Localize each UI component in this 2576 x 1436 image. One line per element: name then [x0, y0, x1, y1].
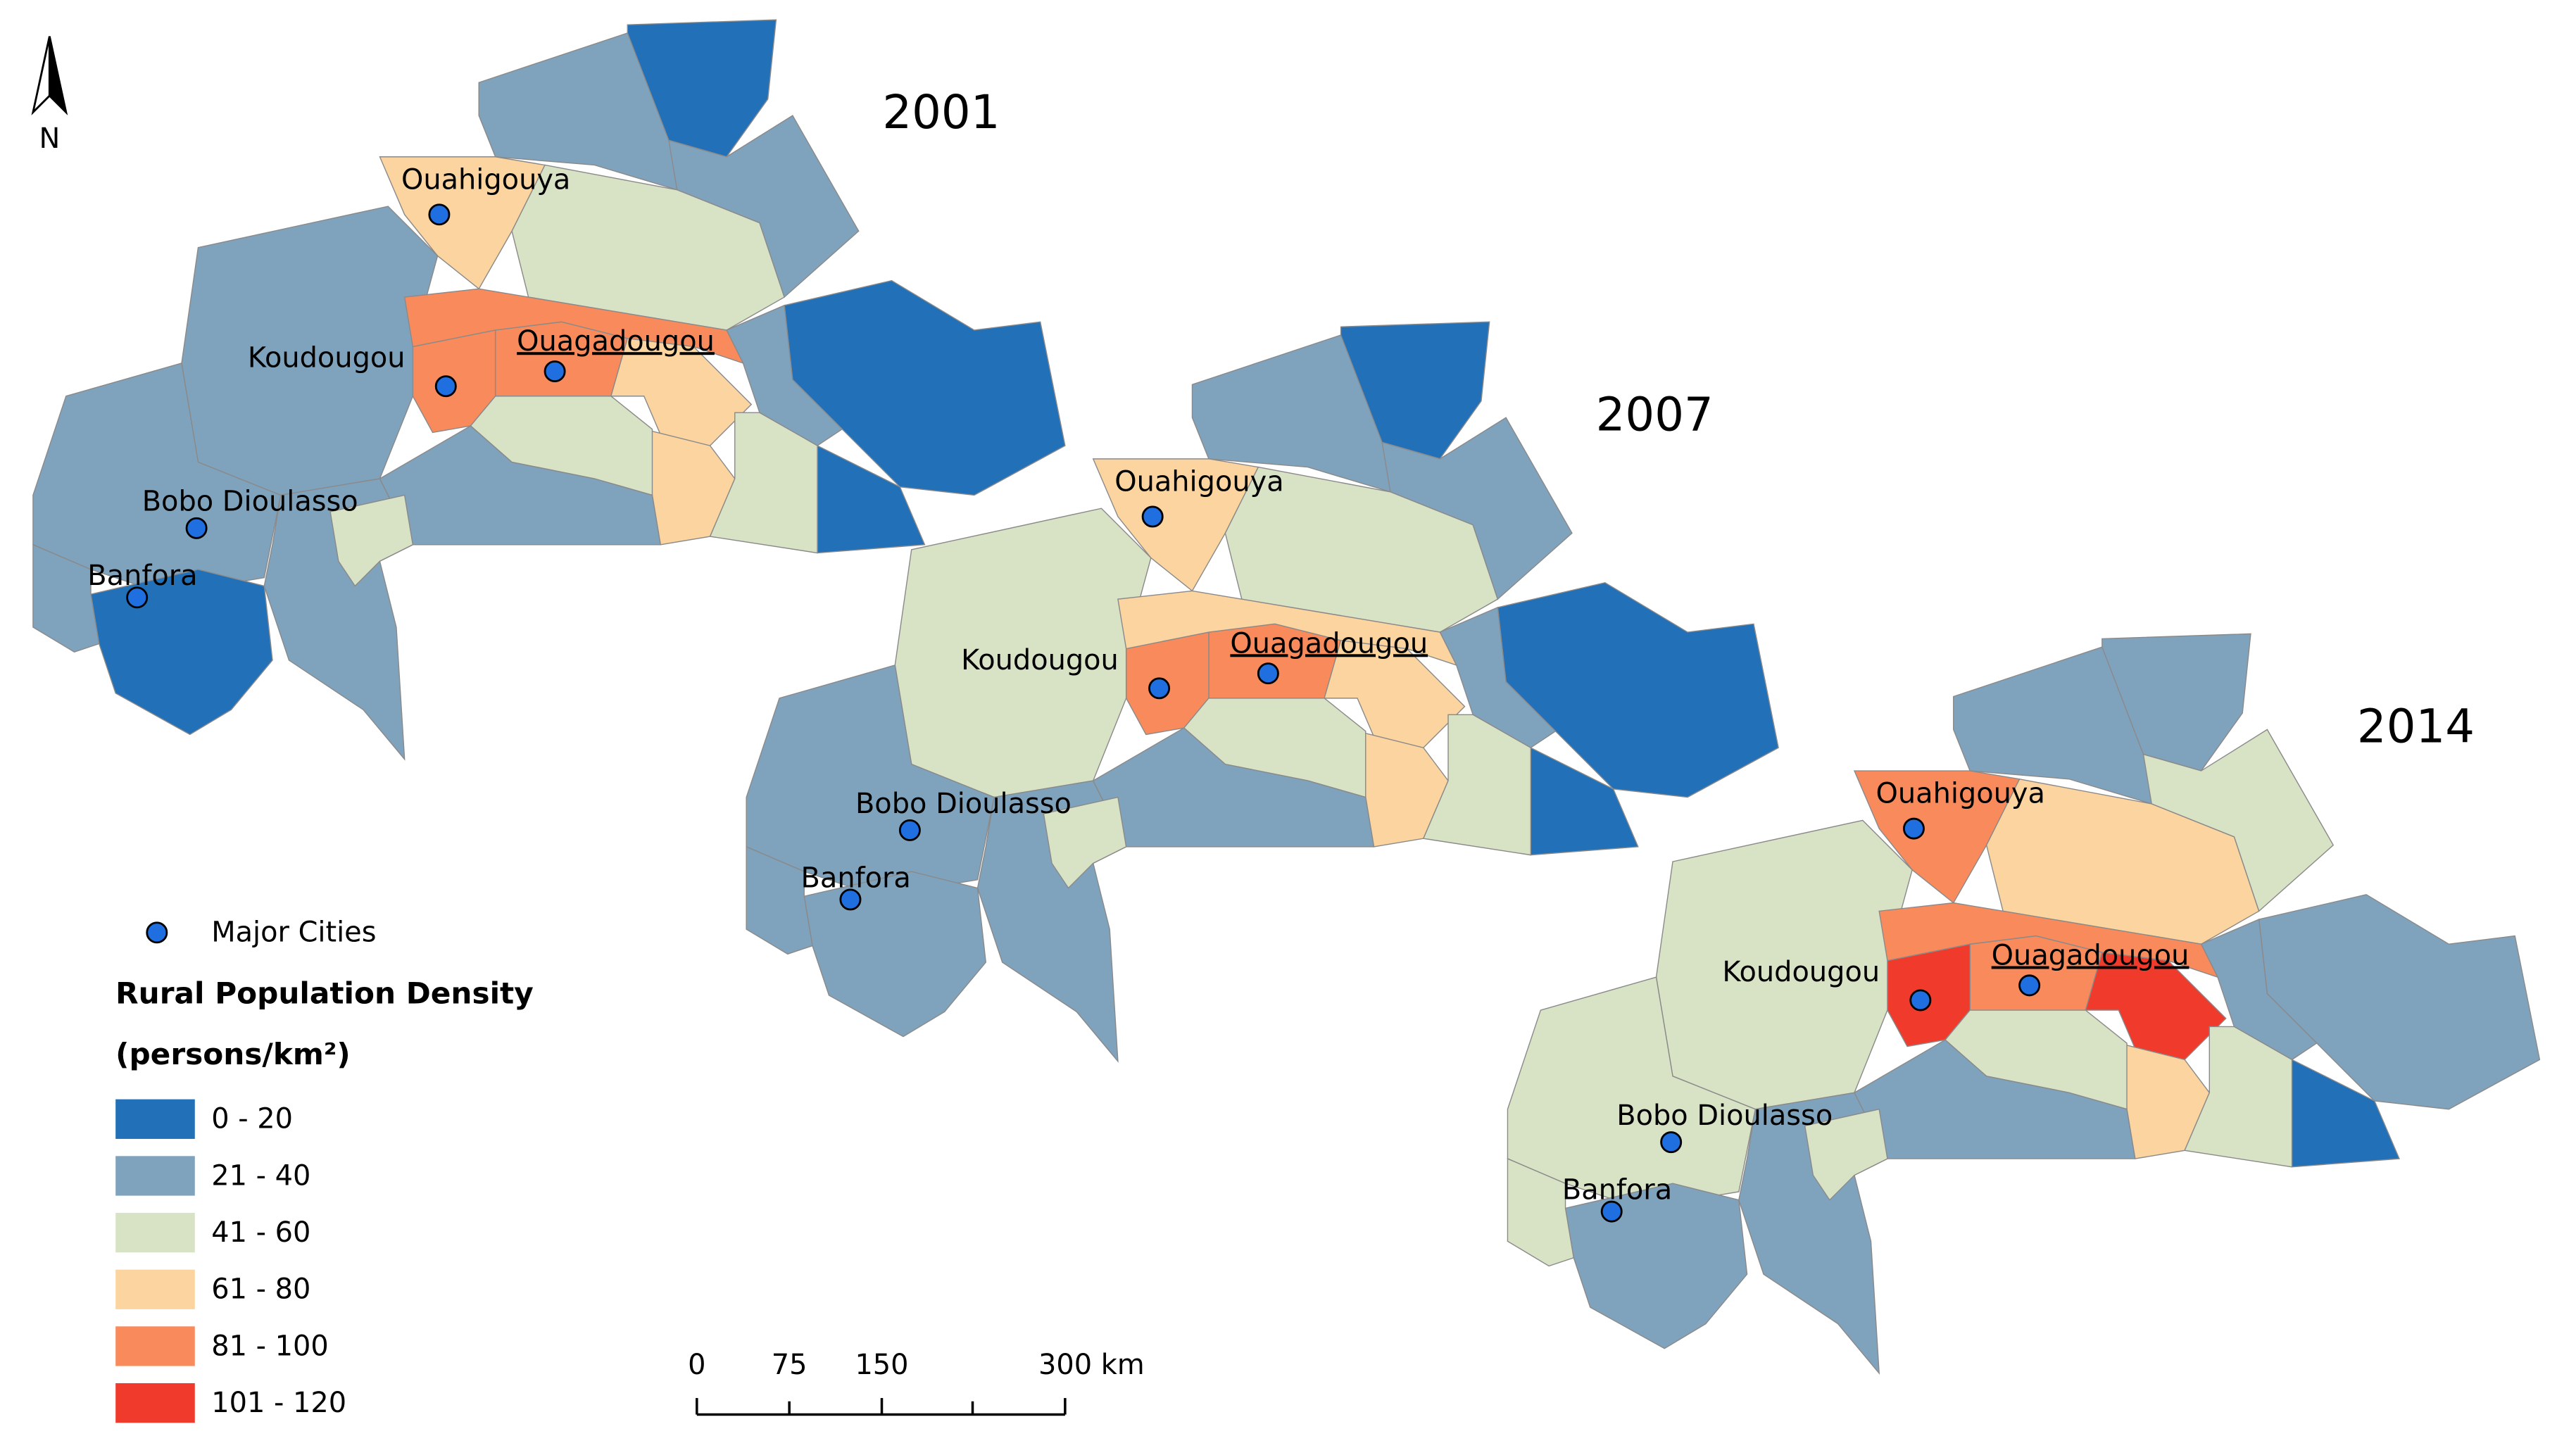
city-marker — [126, 586, 149, 609]
legend-class-label: 101 - 120 — [211, 1387, 346, 1419]
region — [1507, 1158, 1575, 1267]
region — [803, 871, 987, 1038]
scale-label: 75 — [772, 1349, 808, 1381]
city-label: Ouahigouya — [1876, 778, 2045, 810]
legend: Major Cities Rural Population Density (p… — [115, 917, 534, 1423]
city-marker — [1909, 989, 1932, 1012]
legend-title: Rural Population Density — [115, 976, 534, 1010]
region — [1043, 796, 1127, 889]
city-marker — [434, 375, 457, 398]
city-marker — [1600, 1200, 1623, 1223]
region — [1381, 417, 1573, 600]
scale-label: 300 km — [1038, 1349, 1145, 1381]
legend-swatch — [115, 1212, 195, 1253]
country-map: 2007 Ouahigouya Koudougou Ouagadougou Bobo D… — [746, 321, 1779, 1063]
city-marker — [898, 819, 921, 841]
region — [1092, 727, 1375, 848]
city-label: Bobo Dioulasso — [855, 788, 1072, 820]
region — [1804, 1108, 1888, 1201]
region — [2184, 1026, 2293, 1168]
city-label: Ouagadougou — [517, 325, 715, 358]
legend-swatch — [115, 1269, 195, 1309]
city-label: Ouagadougou — [1230, 627, 1428, 660]
region — [1853, 770, 2021, 904]
city-marker — [544, 360, 566, 383]
city-marker — [1148, 677, 1171, 700]
legend-swatch — [115, 1099, 195, 1139]
legend-class-label: 81 - 100 — [211, 1330, 329, 1362]
legend-class-label: 0 - 20 — [211, 1103, 293, 1135]
legend-class-label: 61 - 80 — [211, 1273, 310, 1306]
north-label: N — [39, 122, 60, 155]
region — [2142, 729, 2335, 912]
region — [1878, 902, 2219, 978]
year-label: 2001 — [882, 86, 1000, 139]
legend-units: (persons/km²) — [115, 1037, 351, 1071]
legend-cities-label: Major Cities — [211, 917, 376, 949]
region — [1564, 1183, 1748, 1349]
country-map: 2014 Ouahigouya Koudougou Ouagadougou Bobo D… — [1507, 633, 2541, 1375]
region — [1854, 1039, 2136, 1159]
region — [2200, 919, 2318, 1061]
scale-label: 0 — [688, 1349, 705, 1381]
legend-swatch — [115, 1383, 195, 1423]
city-label: Koudougou — [961, 644, 1119, 676]
city-marker — [839, 888, 862, 911]
scale-label: 150 — [855, 1349, 908, 1381]
region — [379, 156, 546, 290]
maps: 2001 Ouahigouya Koudougou Ouagadougou Bobo D… — [32, 19, 2541, 1375]
region — [668, 115, 860, 298]
city-marker — [1902, 817, 1925, 840]
city-marker — [428, 203, 451, 226]
legend-swatch — [115, 1326, 195, 1366]
city-label: Bobo Dioulasso — [1616, 1100, 1833, 1132]
region — [32, 543, 100, 653]
region — [329, 494, 414, 587]
scale-bar: 0 75 150 300 km — [688, 1349, 1145, 1416]
city-label: Ouahigouya — [401, 163, 570, 196]
city-marker — [185, 517, 208, 539]
legend-class-label: 41 - 60 — [211, 1216, 310, 1249]
city-marker — [1257, 662, 1279, 685]
city-label: Ouahigouya — [1114, 466, 1283, 498]
city-marker — [2018, 974, 2041, 997]
region — [746, 845, 813, 955]
north-arrow: N — [31, 36, 68, 155]
city-label: Bobo Dioulasso — [142, 486, 358, 518]
legend-class-label: 21 - 40 — [211, 1159, 310, 1192]
city-label: Koudougou — [1722, 956, 1880, 988]
north-arrow-right — [48, 36, 68, 115]
region — [1117, 590, 1458, 667]
year-label: 2007 — [1596, 388, 1714, 441]
city-label: Banfora — [1562, 1173, 1672, 1206]
region — [726, 304, 843, 446]
north-arrow-left — [31, 36, 51, 115]
region — [1439, 606, 1557, 749]
year-label: 2014 — [2357, 700, 2475, 753]
city-marker — [1141, 505, 1164, 528]
city-label: Ouagadougou — [1992, 940, 2189, 972]
region — [379, 425, 662, 546]
region — [403, 288, 744, 365]
country-map: 2001 Ouahigouya Koudougou Ouagadougou Bobo D… — [32, 19, 1066, 761]
city-label: Banfora — [801, 862, 911, 894]
region — [90, 569, 273, 736]
legend-city-symbol — [146, 921, 168, 944]
city-label: Koudougou — [248, 342, 406, 374]
region — [709, 412, 818, 554]
region — [1092, 458, 1259, 592]
city-marker — [1660, 1131, 1683, 1154]
legend-swatch — [115, 1156, 195, 1196]
region — [1422, 714, 1531, 856]
city-label: Banfora — [87, 560, 197, 592]
